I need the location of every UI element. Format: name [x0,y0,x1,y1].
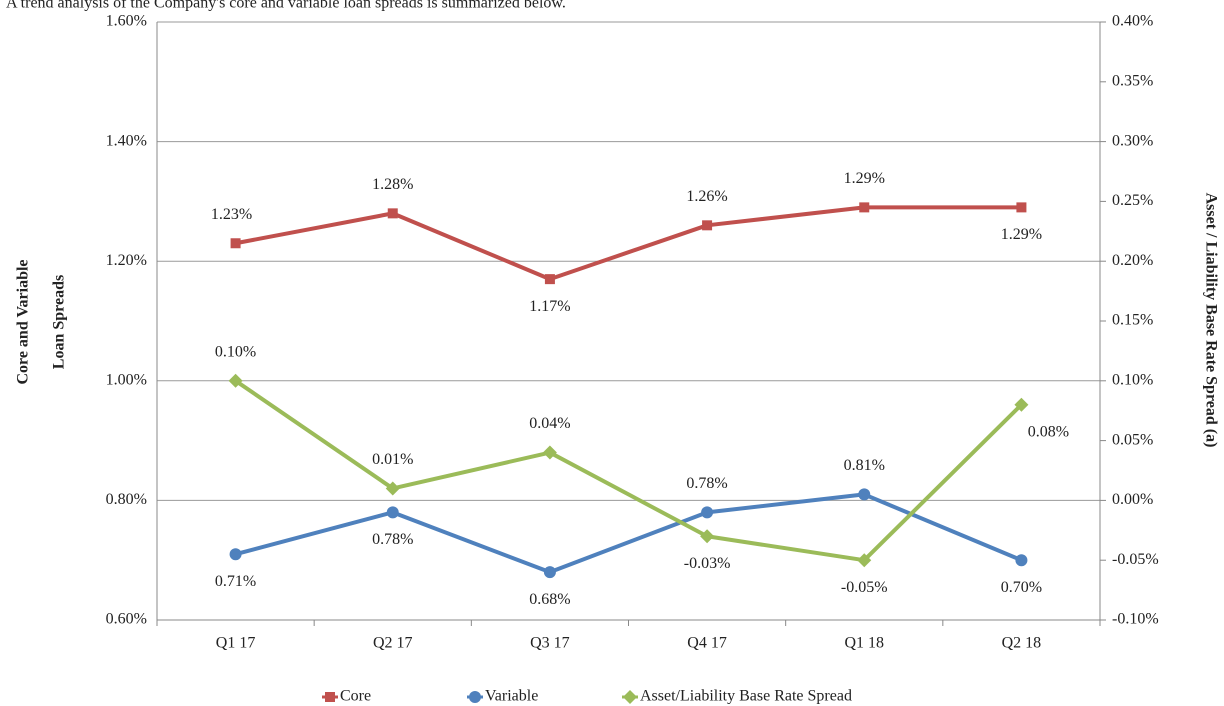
y2-tick-label: 0.35% [1112,72,1153,89]
data-point [1016,202,1027,213]
data-point [859,202,870,213]
data-point [230,238,241,249]
data-label: 1.29% [1001,226,1042,243]
x-tick-label: Q2 18 [1002,635,1042,652]
legend-marker [325,692,335,702]
y-tick-label: 1.60% [106,13,147,30]
data-point [543,566,556,579]
y2-tick-label: 0.30% [1112,132,1153,149]
data-label: 0.04% [529,415,570,432]
data-point [702,220,713,231]
data-label: 0.70% [1001,579,1042,596]
y2-tick-label: -0.05% [1112,551,1159,568]
y2-tick-label: 0.25% [1112,192,1153,209]
data-label: 1.23% [211,206,252,223]
legend-marker [623,690,637,704]
legend-label: Variable [485,688,538,705]
data-point [701,506,714,519]
y2-tick-label: 0.05% [1112,431,1153,448]
y2-tick-label: -0.10% [1112,611,1159,628]
y-tick-label: 0.60% [106,611,147,628]
y-axis-title: Core and Variable [15,259,32,384]
x-tick-label: Q4 17 [687,635,727,652]
data-label: 0.81% [844,457,885,474]
data-point [229,548,242,561]
data-label: 0.10% [215,343,256,360]
data-label: 1.28% [372,176,413,193]
x-tick-label: Q3 17 [530,635,570,652]
series-line [235,205,1022,282]
data-point [1014,397,1029,412]
y-axis-title: Loan Spreads [51,275,68,369]
data-label: 1.17% [529,298,570,315]
y2-tick-label: 0.40% [1112,13,1153,30]
data-point [700,529,715,544]
series-line [235,492,1023,575]
legend-marker [469,691,481,703]
y2-tick-label: 0.15% [1112,312,1153,329]
legend-label: Asset/Liability Base Rate Spread [640,688,852,705]
y2-axis-title: Asset / Liability Base Rate Spread (a) [1202,193,1219,448]
data-point [386,506,399,519]
y-tick-label: 0.80% [106,491,147,508]
data-label: 1.29% [844,170,885,187]
data-label: 1.26% [686,188,727,205]
y-tick-label: 1.20% [106,252,147,269]
data-label: 0.78% [686,475,727,492]
data-point [228,373,243,388]
x-tick-label: Q1 17 [216,635,256,652]
y-tick-label: 1.40% [106,132,147,149]
y-tick-label: 1.00% [106,371,147,388]
data-label: 0.68% [529,591,570,608]
data-point [387,208,398,219]
data-point [544,274,555,285]
y2-tick-label: 0.20% [1112,252,1153,269]
y2-tick-label: 0.00% [1112,491,1153,508]
intro-text: A trend analysis of the Company's core a… [6,0,566,12]
data-point [385,481,400,496]
data-label: 0.78% [372,531,413,548]
data-label: -0.03% [684,555,731,572]
data-point [857,553,872,568]
data-label: 0.71% [215,573,256,590]
y2-tick-label: 0.10% [1112,371,1153,388]
series-line [234,379,1023,563]
data-point [542,445,557,460]
x-tick-label: Q1 18 [844,635,884,652]
data-point [858,488,871,501]
data-label: 0.01% [372,451,413,468]
data-point [1015,554,1028,567]
data-label: 0.08% [1028,423,1069,440]
x-tick-label: Q2 17 [373,635,413,652]
legend-label: Core [340,688,371,705]
data-label: -0.05% [841,579,888,596]
